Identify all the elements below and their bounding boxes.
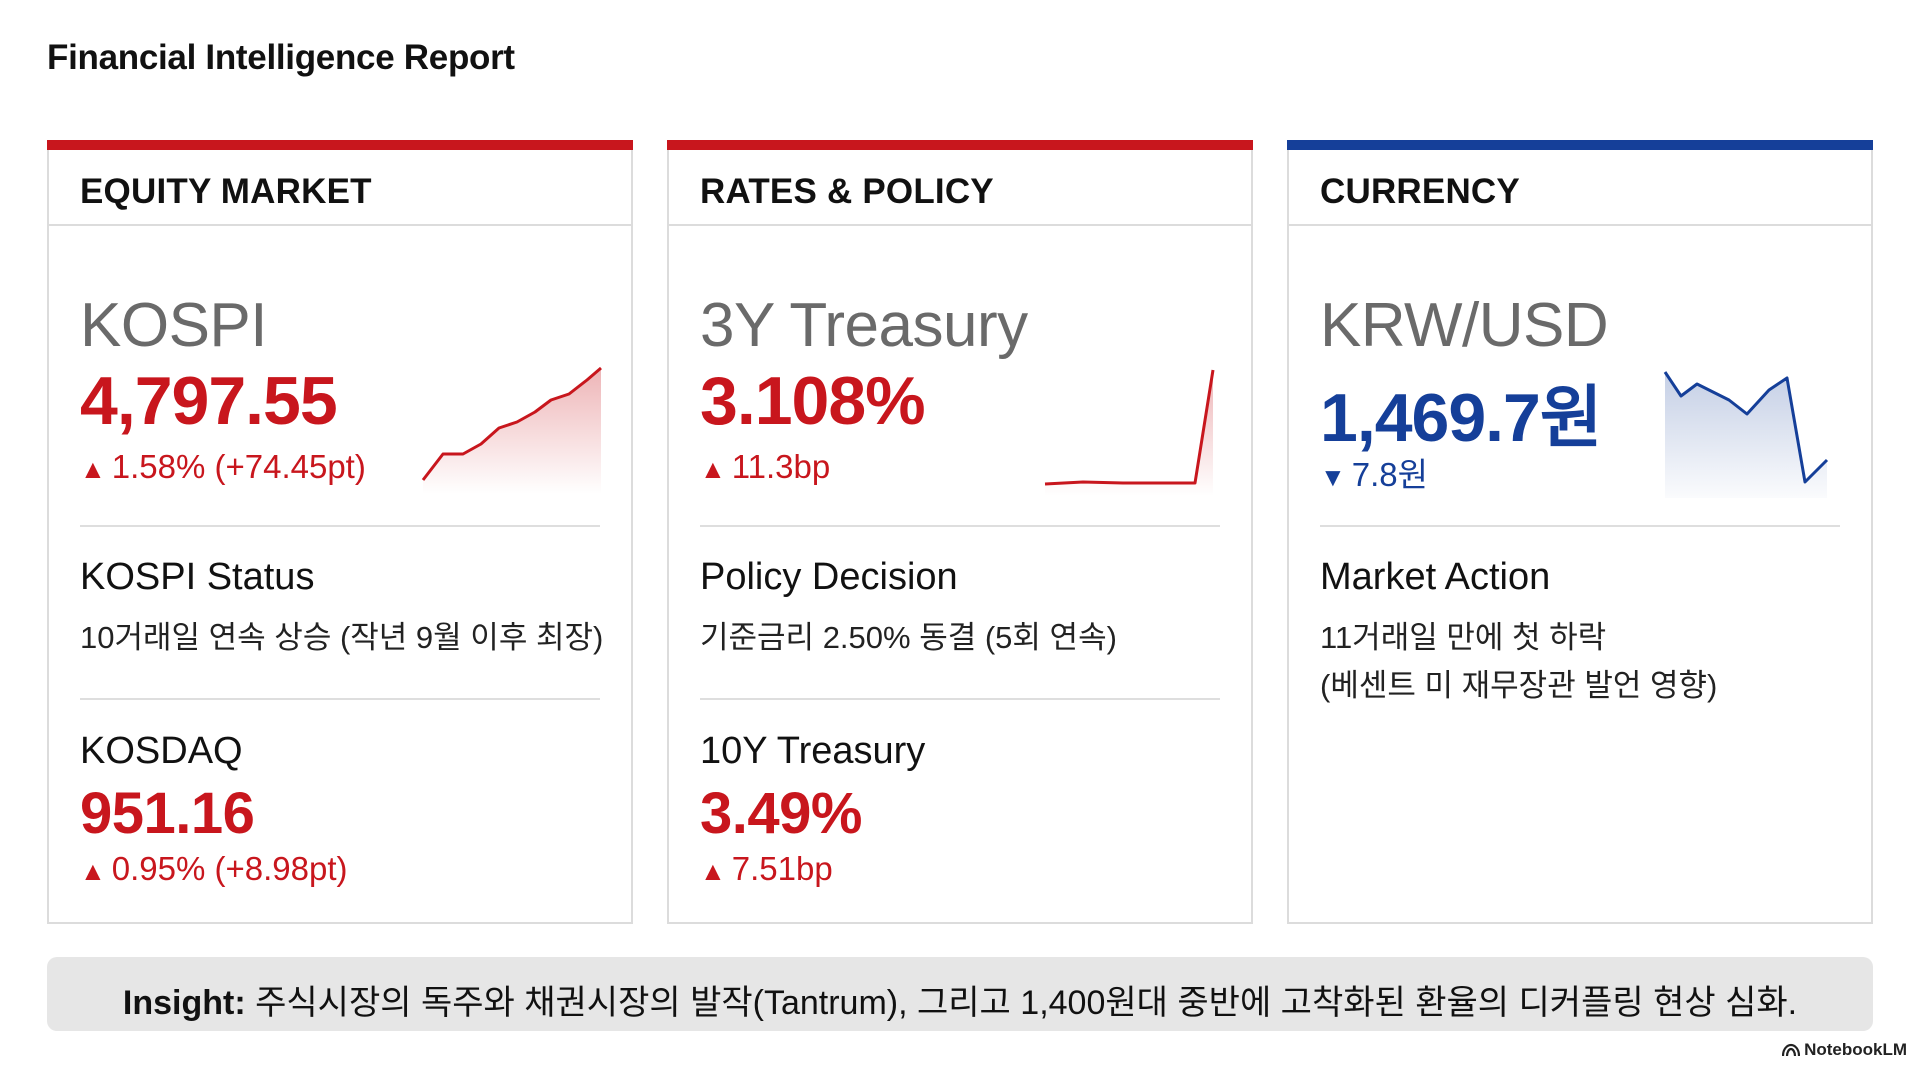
krw-usd-sparkline-fill [1665, 372, 1827, 498]
10y-treasury-value: 3.49% [700, 781, 862, 846]
3y-treasury-change-text: 11.3bp [731, 448, 831, 485]
brand-name: NotebookLM [1804, 1040, 1907, 1059]
10y-treasury-label: 10Y Treasury [700, 730, 926, 772]
3y-treasury-change: ▲ 11.3bp [700, 448, 830, 486]
kospi-status-text: 10거래일 연속 상승 (작년 9월 이후 최장) [80, 620, 604, 655]
up-arrow-icon: ▲ [700, 454, 726, 484]
3y-treasury-label: 3Y Treasury [700, 291, 1028, 360]
krw-usd-sparkline [1663, 371, 1829, 498]
10y-treasury-change: ▲ 7.51bp [700, 850, 833, 888]
krw-usd-change-text: 7.8원 [1351, 456, 1428, 493]
krw-usd-value: 1,469.7원 [1320, 380, 1602, 456]
rates-policy-card: RATES & POLICY 3Y Treasury 3.108% ▲ 11.3b… [667, 140, 1253, 924]
kospi-change: ▲ 1.58% (+74.45pt) [80, 448, 366, 486]
card-title: CURRENCY [1320, 172, 1520, 211]
kosdaq-value: 951.16 [80, 781, 255, 846]
up-arrow-icon: ▲ [700, 856, 726, 886]
card-accent-bar [1287, 140, 1873, 150]
notebooklm-logo-icon [1781, 1043, 1801, 1057]
card-header: CURRENCY [1289, 150, 1871, 226]
kosdaq-label: KOSDAQ [80, 730, 243, 772]
kospi-status-label: KOSPI Status [80, 556, 315, 598]
card-title: EQUITY MARKET [80, 172, 372, 211]
kosdaq-change-text: 0.95% (+8.98pt) [111, 850, 348, 887]
up-arrow-icon: ▲ [80, 856, 106, 886]
kosdaq-change: ▲ 0.95% (+8.98pt) [80, 850, 347, 888]
insight-bar: Insight: 주식시장의 독주와 채권시장의 발작(Tantrum), 그리… [47, 957, 1873, 1031]
kospi-sparkline-line [421, 366, 602, 481]
currency-card: CURRENCY KRW/USD 1,469.7원 ▼ 7.8원 Market A… [1287, 140, 1873, 924]
card-accent-bar [47, 140, 633, 150]
3y-treasury-value: 3.108% [700, 363, 926, 439]
insight-label: Insight: [122, 984, 246, 1022]
insight-line: Insight: 주식시장의 독주와 채권시장의 발작(Tantrum), 그리… [47, 975, 1873, 1024]
card-accent-bar [667, 140, 1253, 150]
card-header: EQUITY MARKET [49, 150, 631, 226]
insight-text: 주식시장의 독주와 채권시장의 발작(Tantrum), 그리고 1,400원대… [255, 984, 1798, 1022]
kospi-label: KOSPI [80, 291, 268, 360]
divider [1320, 525, 1840, 527]
page-title: Financial Intelligence Report [47, 38, 515, 77]
divider [700, 525, 1220, 527]
10y-treasury-change-text: 7.51bp [731, 850, 833, 887]
divider [80, 698, 600, 700]
policy-decision-text: 기준금리 2.50% 동결 (5회 연속) [700, 620, 1117, 655]
divider [80, 525, 600, 527]
card-header: RATES & POLICY [669, 150, 1251, 226]
card-title: RATES & POLICY [700, 172, 994, 211]
market-action-text-line1: 11거래일 만에 첫 하락 [1320, 620, 1607, 655]
equity-market-card: EQUITY MARKET KOSPI 4,797.55 ▲ 1.58% (+74… [47, 140, 633, 924]
kospi-sparkline [421, 366, 602, 494]
krw-usd-sparkline-line [1663, 371, 1829, 484]
divider [700, 698, 1220, 700]
kospi-change-text: 1.58% (+74.45pt) [111, 448, 366, 485]
3y-treasury-sparkline-fill [1045, 370, 1213, 496]
up-arrow-icon: ▲ [80, 454, 106, 484]
krw-usd-label: KRW/USD [1320, 291, 1609, 360]
kospi-sparkline-fill [423, 368, 601, 494]
down-arrow-icon: ▼ [1320, 462, 1346, 492]
kospi-value: 4,797.55 [80, 363, 338, 439]
notebooklm-brand: NotebookLM [1781, 1040, 1907, 1060]
policy-decision-label: Policy Decision [700, 556, 958, 598]
3y-treasury-sparkline [1044, 369, 1215, 496]
market-action-label: Market Action [1320, 556, 1551, 598]
krw-usd-change: ▼ 7.8원 [1320, 448, 1428, 496]
3y-treasury-sparkline-line [1044, 369, 1215, 486]
market-action-text-line2: (베센트 미 재무장관 발언 영향) [1320, 668, 1718, 703]
